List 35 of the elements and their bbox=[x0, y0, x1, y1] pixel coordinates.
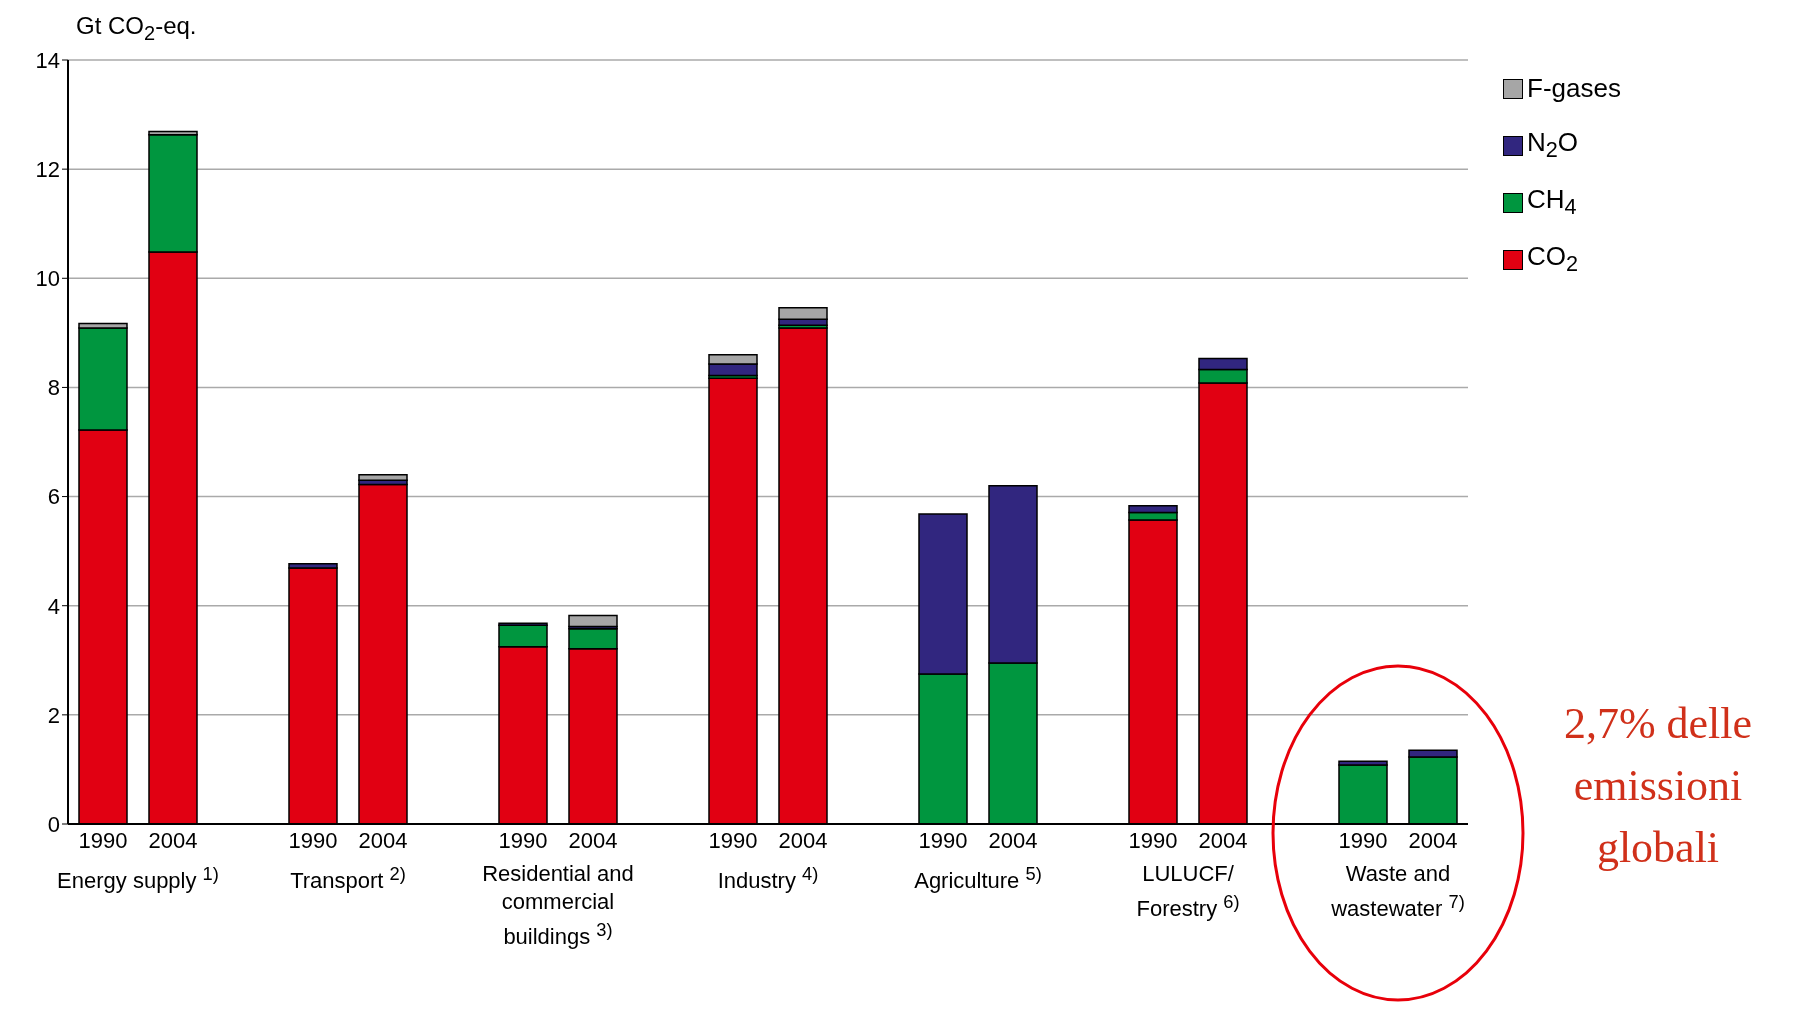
x-tick-label: 1990 bbox=[1128, 827, 1178, 853]
y-axis-title: Gt CO$_{2}$-eq. bbox=[76, 12, 197, 45]
x-tick-label: 1990 bbox=[918, 827, 968, 853]
x-tick-label: 2004 bbox=[1408, 827, 1458, 853]
y-tick-label: 10 bbox=[35, 266, 60, 292]
x-tick-label: 2004 bbox=[358, 827, 408, 853]
text: Residential and commercial buildings $^{3)}$ bbox=[481, 860, 635, 952]
y-tick-label: 6 bbox=[47, 484, 60, 510]
text: Industry $^{4)}$ bbox=[716, 862, 820, 896]
text: Energy supply $^{1)}$ bbox=[56, 862, 220, 896]
x-tick-label: 2004 bbox=[1198, 827, 1248, 853]
legend-label: CH$_{4}$ bbox=[1527, 184, 1577, 221]
legend-label: F-gases bbox=[1527, 73, 1621, 104]
x-tick-label: 2004 bbox=[568, 827, 618, 853]
y-tick-label: 4 bbox=[47, 593, 60, 619]
y-tick-label: 0 bbox=[47, 811, 60, 837]
text: 2,7% delle emissioni globali bbox=[1562, 698, 1754, 874]
y-tick-label: 2 bbox=[47, 702, 60, 728]
text: LULUCF/ Forestry $^{6)}$ bbox=[1135, 860, 1241, 924]
text: Agriculture $^{5)}$ bbox=[913, 862, 1043, 896]
legend-label: N$_{2}$O bbox=[1527, 127, 1579, 164]
x-tick-label: 1990 bbox=[708, 827, 758, 853]
legend-label: CO$_{2}$ bbox=[1527, 241, 1579, 278]
text: Waste and wastewater $^{7)}$ bbox=[1330, 860, 1466, 924]
x-tick-label: 1990 bbox=[288, 827, 338, 853]
x-tick-label: 1990 bbox=[498, 827, 548, 853]
x-tick-label: 2004 bbox=[778, 827, 828, 853]
x-tick-label: 2004 bbox=[988, 827, 1038, 853]
y-tick-label: 12 bbox=[35, 156, 60, 182]
y-tick-label: 8 bbox=[47, 375, 60, 401]
text: Transport $^{2)}$ bbox=[289, 862, 407, 896]
y-tick-label: 14 bbox=[35, 47, 60, 73]
x-tick-label: 2004 bbox=[148, 827, 198, 853]
x-tick-label: 1990 bbox=[1338, 827, 1388, 853]
x-tick-label: 1990 bbox=[78, 827, 128, 853]
